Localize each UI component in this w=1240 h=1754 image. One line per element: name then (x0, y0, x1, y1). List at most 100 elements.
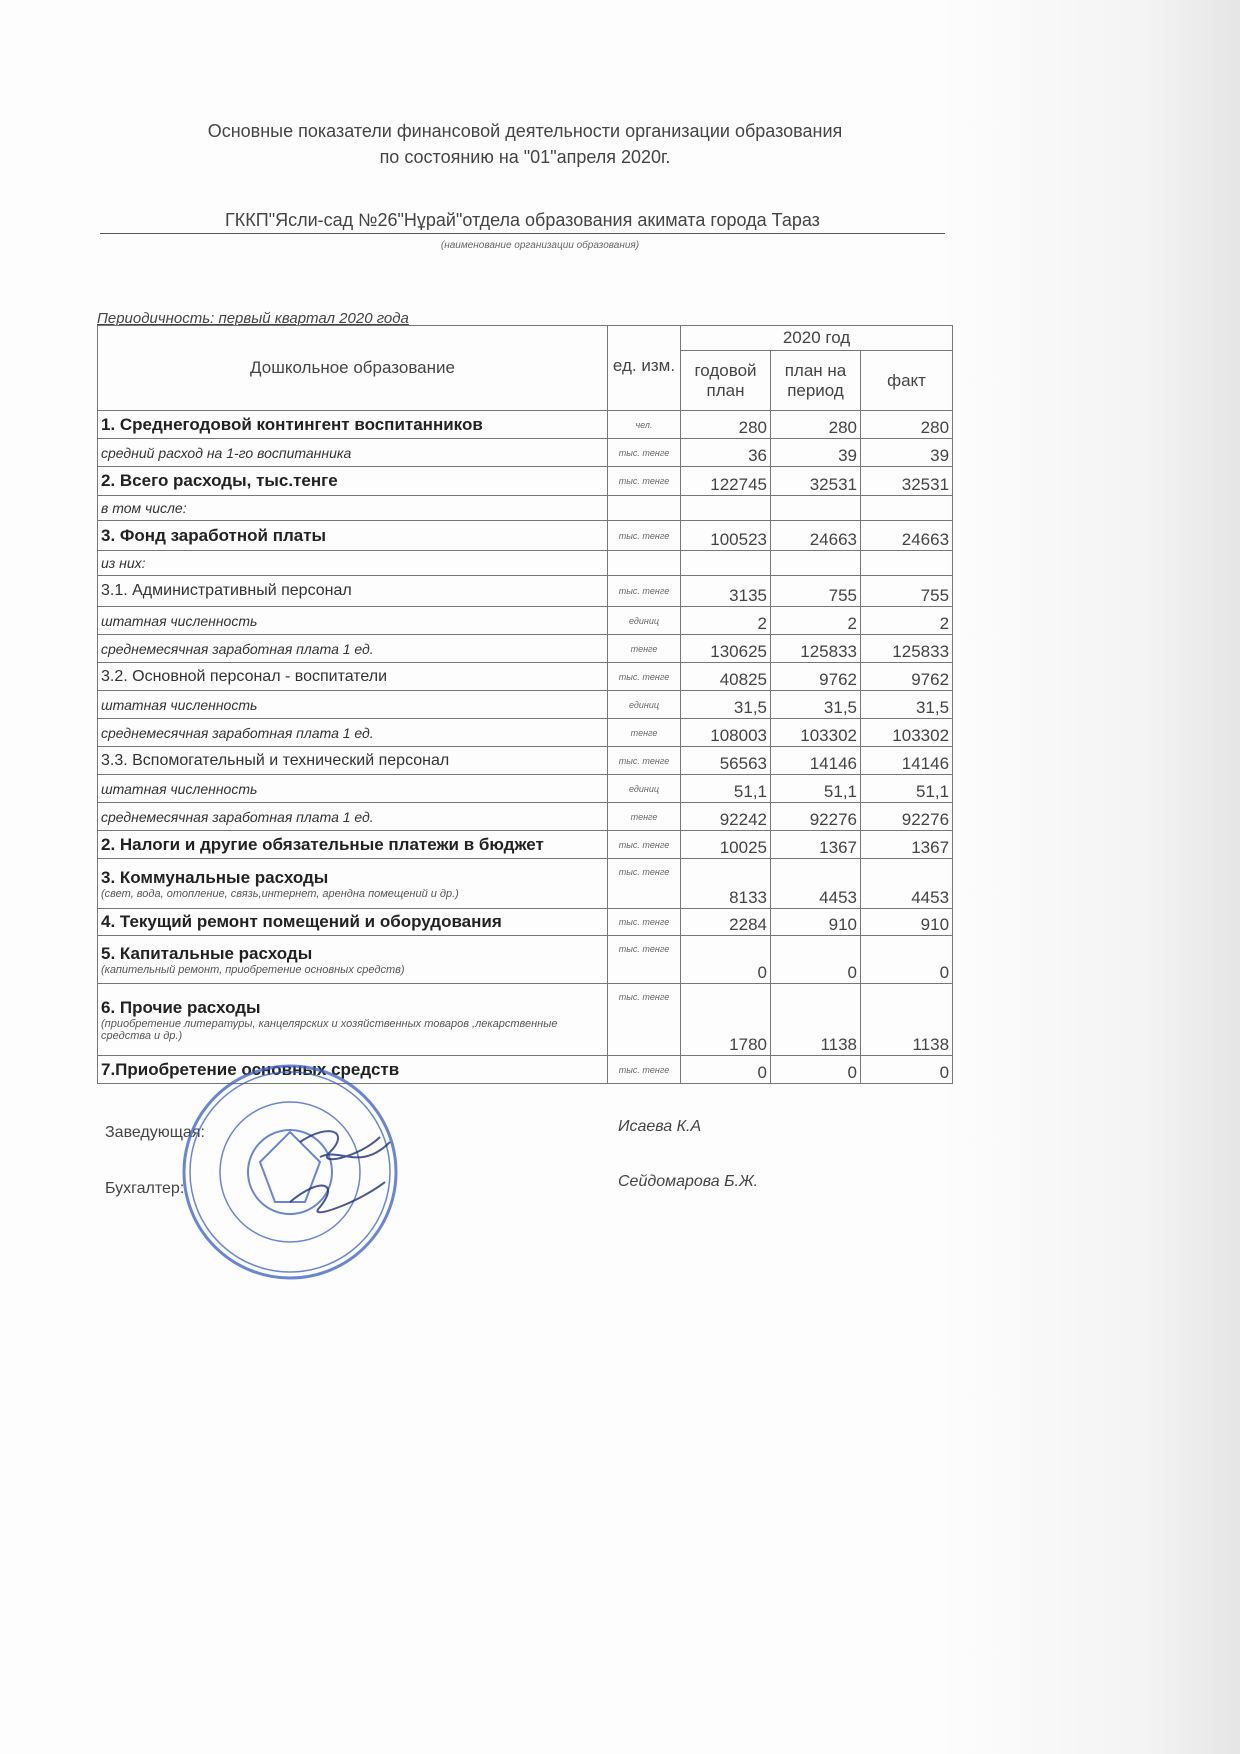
row-note: (капительный ремонт, приобретение основн… (101, 963, 405, 976)
cell-annual-plan: 36 (680, 438, 771, 467)
table-row: 4. Текущий ремонт помещений и оборудован… (97, 908, 954, 936)
cell-period-plan: 92276 (770, 802, 861, 831)
cell-fact: 32531 (859, 466, 954, 496)
cell-period-plan: 24663 (770, 520, 861, 551)
row-title: из них: (101, 555, 146, 571)
table-row: 7.Приобретение основных средств тыс. тенг… (97, 1055, 954, 1084)
row-label: 1. Среднегодовой контингент воспитаннико… (97, 410, 608, 439)
table-row: 3.1. Административный персонал тыс. тенге… (97, 575, 954, 607)
title-line-1: Основные показатели финансовой деятельно… (207, 121, 843, 141)
cell-annual-plan: 40825 (680, 662, 771, 691)
cell-annual-plan: 31,5 (680, 690, 771, 719)
row-label: 2. Всего расходы, тыс.тенге (97, 466, 608, 496)
row-unit: чел. (607, 410, 681, 439)
table-row: 5. Капитальные расходы (капительный ремон… (97, 935, 954, 984)
cell-period-plan (770, 495, 861, 521)
cell-fact: 0 (859, 1055, 954, 1084)
cell-period-plan: 39 (770, 438, 861, 467)
row-title: 7.Приобретение основных средств (101, 1059, 400, 1079)
row-unit: тыс. тенге (607, 438, 681, 467)
cell-annual-plan: 0 (680, 935, 771, 984)
table-row: 6. Прочие расходы (приобретение литератур… (97, 983, 954, 1056)
cell-annual-plan: 10025 (680, 830, 771, 859)
organization-name: ГККП"Ясли-сад №26"Нұрай"отдела образован… (100, 210, 945, 234)
row-label: средний расход на 1-го воспитанника (97, 438, 608, 467)
cell-period-plan: 31,5 (770, 690, 861, 719)
accountant-name: Сейдомарова Б.Ж. (618, 1173, 759, 1190)
cell-annual-plan: 8133 (680, 858, 771, 909)
table-row: 3.3. Вспомогательный и технический персо… (97, 746, 954, 775)
row-title: штатная численность (101, 696, 258, 713)
cell-period-plan: 2 (770, 606, 861, 635)
row-label: среднемесячная заработная плата 1 ед. (97, 802, 608, 831)
cell-annual-plan: 122745 (680, 466, 771, 496)
row-title: 2. Всего расходы, тыс.тенге (101, 471, 338, 490)
row-label: 3. Фонд заработной платы (97, 520, 608, 551)
row-label: 5. Капитальные расходы (капительный ремон… (97, 935, 608, 984)
cell-period-plan: 1367 (770, 830, 861, 859)
organization-note: (наименование организации образования) (440, 240, 640, 251)
cell-fact: 4453 (859, 858, 954, 909)
cell-annual-plan (680, 550, 771, 576)
cell-fact: 1138 (859, 983, 954, 1056)
header-annual-plan: годовой план (680, 350, 771, 411)
header-fact: факт (859, 350, 954, 411)
row-unit: тыс. тенге (607, 520, 681, 551)
row-unit (607, 495, 681, 521)
header-period-plan: план на период (770, 350, 861, 411)
cell-annual-plan: 280 (680, 410, 771, 439)
cell-annual-plan: 130625 (680, 634, 771, 663)
cell-period-plan (770, 550, 861, 576)
cell-annual-plan: 2284 (680, 908, 771, 936)
row-label: 4. Текущий ремонт помещений и оборудован… (97, 908, 608, 936)
cell-fact: 51,1 (859, 774, 954, 803)
cell-fact: 14146 (859, 746, 954, 775)
row-title: среднемесячная заработная плата 1 ед. (101, 640, 374, 657)
row-unit: тыс. тенге (607, 575, 681, 607)
row-unit (607, 550, 681, 576)
row-title: 3.2. Основной персонал - воспитатели (101, 667, 388, 685)
row-label: из них: (97, 550, 608, 576)
scan-shadow (940, 0, 1240, 1754)
table-row: 3. Коммунальные расходы (свет, вода, отоп… (97, 858, 954, 909)
row-unit: тыс. тенге (607, 466, 681, 496)
accountant-label: Бухгалтер: (105, 1180, 185, 1197)
row-title: в том числе: (101, 500, 187, 516)
row-unit: тыс. тенге (607, 746, 681, 775)
row-label: 6. Прочие расходы (приобретение литератур… (97, 983, 608, 1056)
cell-annual-plan: 1780 (680, 983, 771, 1056)
cell-annual-plan: 3135 (680, 575, 771, 607)
row-note: (свет, вода, отопление, связь,интернет, … (101, 887, 459, 900)
table-row: 3. Фонд заработной платы тыс. тенге 100523… (97, 520, 954, 551)
table-row: 1. Среднегодовой контингент воспитаннико… (97, 410, 954, 439)
cell-fact: 31,5 (859, 690, 954, 719)
row-unit: тыс. тенге (607, 908, 681, 936)
header-unit: ед. изм. (607, 325, 681, 411)
cell-period-plan: 280 (770, 410, 861, 439)
cell-period-plan: 0 (770, 935, 861, 984)
table-row: штатная численность единиц 31,5 31,5 31,5 (97, 690, 954, 719)
cell-period-plan: 910 (770, 908, 861, 936)
cell-fact: 2 (859, 606, 954, 635)
cell-annual-plan: 2 (680, 606, 771, 635)
row-label: 3.2. Основной персонал - воспитатели (97, 662, 608, 691)
row-title: 4. Текущий ремонт помещений и оборудован… (101, 912, 502, 931)
row-unit: тенге (607, 718, 681, 747)
row-label: в том числе: (97, 495, 608, 521)
table-row: среднемесячная заработная плата 1 ед. тен… (97, 718, 954, 747)
table-row: 2. Всего расходы, тыс.тенге тыс. тенге 122… (97, 466, 954, 496)
row-title: 3. Коммунальные расходы (101, 867, 329, 887)
row-unit: тыс. тенге (607, 830, 681, 859)
row-label: штатная численность (97, 774, 608, 803)
table-row: 3.2. Основной персонал - воспитатели тыс.… (97, 662, 954, 691)
row-title: 5. Капитальные расходы (101, 943, 313, 963)
cell-annual-plan: 56563 (680, 746, 771, 775)
cell-period-plan: 1138 (770, 983, 861, 1056)
title-line-2: по состоянию на "01"апреля 2020г. (379, 147, 671, 167)
table-row: из них: (97, 550, 954, 576)
row-label: 3.1. Административный персонал (97, 575, 608, 607)
head-label: Заведующая: (105, 1124, 205, 1141)
row-unit: единиц (607, 690, 681, 719)
cell-fact: 0 (859, 935, 954, 984)
cell-fact (859, 550, 954, 576)
